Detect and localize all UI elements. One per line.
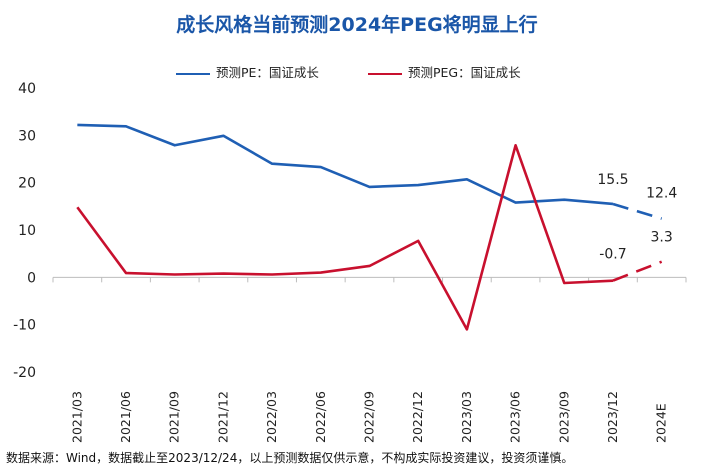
x-tick-label: 2022/06 bbox=[313, 391, 328, 443]
y-tick-label: 30 bbox=[18, 128, 36, 144]
y-tick-label: 40 bbox=[18, 81, 36, 97]
y-tick-label: 20 bbox=[18, 176, 36, 192]
x-tick-label: 2021/09 bbox=[167, 391, 182, 443]
y-tick-label: 10 bbox=[18, 223, 36, 239]
data-label: 12.4 bbox=[646, 186, 677, 202]
x-tick-label: 2022/03 bbox=[264, 391, 279, 443]
data-label: 15.5 bbox=[597, 172, 628, 188]
x-tick-label: 2021/03 bbox=[69, 391, 84, 443]
legend: 预测PE：国证成长 预测PEG：国证成长 bbox=[0, 62, 714, 82]
x-tick-label: 2023/09 bbox=[556, 391, 571, 443]
x-tick-label: 2022/09 bbox=[362, 391, 377, 443]
series-forecast-segment-0 bbox=[612, 202, 663, 220]
legend-item-pe: 预测PE：国证成长 bbox=[176, 62, 319, 81]
series-line-1 bbox=[76, 143, 614, 331]
series-forecast-segment-1 bbox=[612, 260, 663, 282]
data-label: 3.3 bbox=[651, 230, 673, 246]
legend-item-peg: 预测PEG：国证成长 bbox=[368, 62, 521, 81]
y-tick-label: -10 bbox=[13, 318, 36, 334]
legend-swatch-peg bbox=[368, 72, 402, 75]
x-tick-label: 2023/06 bbox=[508, 391, 523, 443]
x-tick-label: 2023/12 bbox=[605, 391, 620, 443]
source-note: 数据来源：Wind，数据截止至2023/12/24，以上预测数据仅供示意，不构成… bbox=[6, 451, 574, 465]
x-tick-label: 2023/03 bbox=[459, 391, 474, 443]
legend-label-peg: 预测PEG：国证成长 bbox=[408, 65, 521, 80]
series-line-0 bbox=[77, 123, 614, 206]
y-tick-label: 0 bbox=[27, 270, 36, 286]
legend-label-pe: 预测PE：国证成长 bbox=[216, 65, 319, 80]
x-tick-label: 2022/12 bbox=[410, 391, 425, 443]
x-tick-label: 2024E bbox=[654, 403, 669, 443]
data-label: -0.7 bbox=[599, 247, 626, 263]
x-tick-label: 2021/06 bbox=[118, 391, 133, 443]
chart-title: 成长风格当前预测2024年PEG将明显上行 bbox=[176, 14, 538, 36]
y-tick-label: -20 bbox=[13, 365, 36, 381]
x-tick-label: 2021/12 bbox=[215, 391, 230, 443]
legend-swatch-pe bbox=[176, 72, 210, 75]
